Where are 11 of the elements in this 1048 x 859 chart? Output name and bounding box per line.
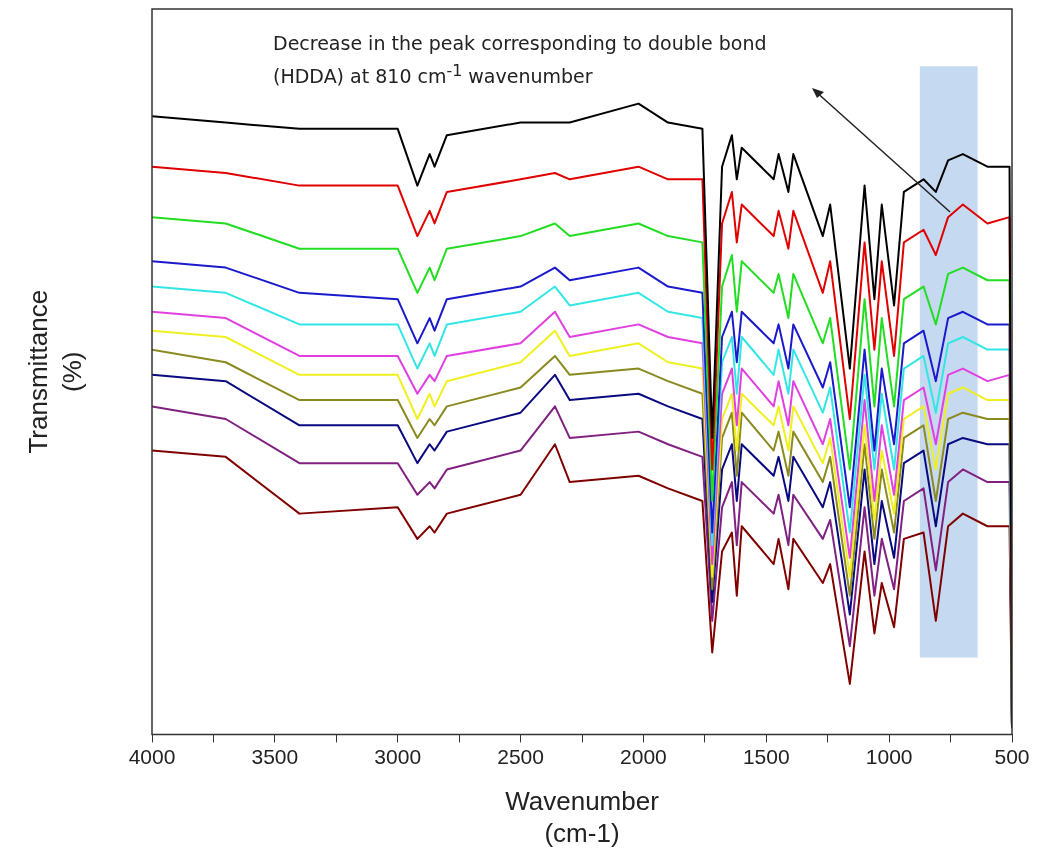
x-tick-label: 1500 <box>742 744 790 768</box>
x-tick-label: 2500 <box>497 744 544 768</box>
x-tick-label: 1000 <box>865 744 913 768</box>
y-axis-title: Transmittance (%) <box>23 289 88 454</box>
x-tick-label: 3000 <box>374 744 422 768</box>
x-tick-label: 2000 <box>620 744 667 768</box>
x-tick-label: 4000 <box>128 744 176 768</box>
x-tick-label: 3500 <box>251 744 299 768</box>
text: Decrease in the peak corresponding to double bond (HDDA) at 810 cm$^{-1}$ wavenumber <box>273 31 768 90</box>
x-tick-label: 500 <box>994 744 1030 768</box>
x-axis-title: Wavenumber (cm-1) <box>505 786 660 848</box>
